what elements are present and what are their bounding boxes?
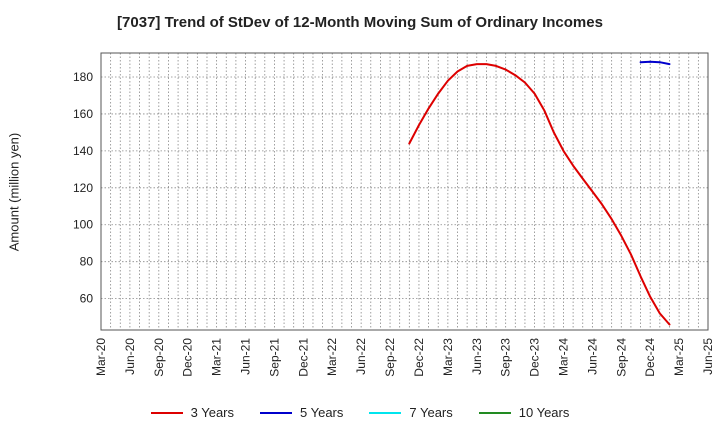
x-tick-label: Dec-21 [296,338,310,377]
x-tick-label: Jun-21 [239,338,253,375]
legend-label: 3 Years [190,405,234,420]
x-tick-label: Sep-21 [267,338,281,377]
x-tick-label: Jun-22 [354,338,368,375]
x-tick-label: Dec-20 [181,338,195,377]
x-tick-label: Mar-23 [441,338,455,376]
x-tick-label: Sep-23 [499,338,513,377]
y-tick-label: 120 [73,181,93,195]
y-tick-labels: 60 80 100 120 140 160 180 [73,70,93,306]
legend-swatch-10-years [478,411,511,414]
plot-frame [100,52,709,331]
x-tick-label: Jun-20 [123,338,137,375]
x-tick-label: Sep-20 [152,338,166,377]
x-tick-label: Sep-22 [383,338,397,377]
y-tick-label: 140 [73,144,93,158]
legend-swatch-3-years [150,411,183,414]
legend-label: 10 Years [518,405,570,420]
x-tick-label: Mar-25 [672,338,686,376]
x-tick-label: Jun-25 [701,338,715,375]
y-tick-label: 80 [80,255,94,269]
legend-swatch-7-years [369,411,402,414]
legend-label: 5 Years [300,405,344,420]
x-tick-label: Jun-24 [585,338,599,375]
series-lines [408,60,671,326]
x-tick-label: Mar-24 [556,338,570,376]
x-tick-label: Mar-21 [210,338,224,376]
x-tick-label: Dec-24 [643,338,657,377]
legend-item-10-years[interactable]: 10 Years [478,405,570,420]
series-line-3-years [408,63,671,326]
x-tick-label: Dec-22 [412,338,426,377]
y-tick-label: 180 [73,70,93,84]
legend-label: 7 Years [409,405,453,420]
grid-lines [100,53,709,330]
legend-swatch-5-years [260,411,292,414]
x-tick-label: Mar-20 [94,338,108,376]
x-tick-label: Mar-22 [325,338,339,376]
chart-title: [7037] Trend of StDev of 12-Month Moving… [117,14,603,31]
legend-item-7-years[interactable]: 7 Years [369,405,453,420]
legend-item-5-years[interactable]: 5 Years [260,405,343,420]
y-tick-label: 100 [73,218,93,232]
legend: 3 Years 5 Years 7 Years 10 Years [0,405,720,420]
x-tick-label: Dec-23 [528,338,542,377]
legend-item-3-years[interactable]: 3 Years [150,405,234,420]
x-tick-label: Sep-24 [614,338,628,377]
series-line-5-years [639,60,671,66]
x-tick-labels: Mar-20 Jun-20 Sep-20 Dec-20 Mar-21 Jun-21 Sep-… [94,338,715,377]
y-tick-label: 60 [80,292,94,306]
y-tick-label: 160 [73,107,93,121]
x-tick-label: Jun-23 [470,338,484,375]
